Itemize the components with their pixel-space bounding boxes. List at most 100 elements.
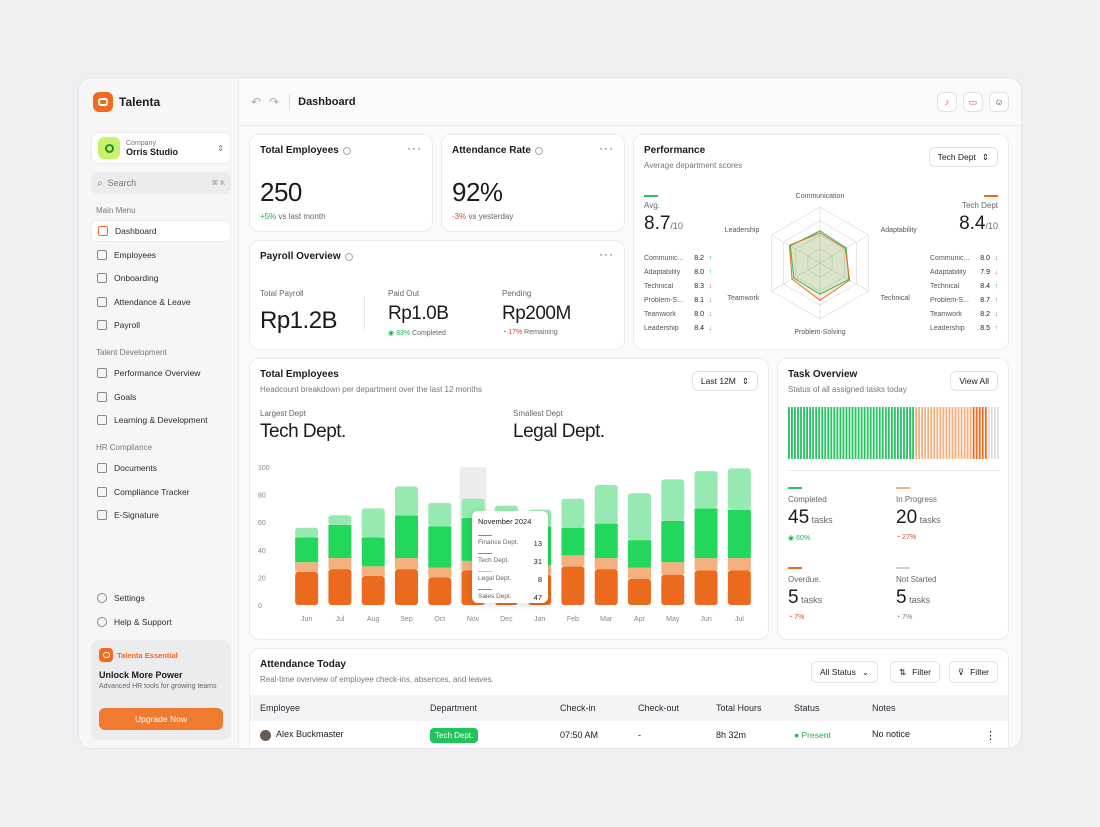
info-icon[interactable] [342,146,351,155]
bar-segment[interactable] [661,479,685,521]
bar-segment[interactable] [328,524,352,559]
bar-segment[interactable] [361,576,385,605]
bar-segment[interactable] [694,558,718,571]
user-profile-icon[interactable]: ☺ [989,92,1009,112]
sidebar-item-performance[interactable]: Performance Overview [91,362,231,384]
bar-segment[interactable] [561,555,585,567]
undo-icon[interactable]: ↶ [251,94,262,109]
view-all-button[interactable]: View All [950,371,998,391]
redo-icon[interactable]: ↷ [269,94,280,109]
sidebar-item-esignature[interactable]: E-Signature [91,504,231,526]
sidebar-item-goals[interactable]: Goals [91,386,231,408]
info-icon[interactable] [344,252,353,261]
col-status[interactable]: Status [794,695,872,721]
sidebar-item-dashboard[interactable]: Dashboard [91,220,231,242]
message-icon[interactable]: ▭ [963,92,983,112]
radar-dept-series [788,232,851,301]
col-checkout[interactable]: Check-out [638,695,716,721]
info-icon[interactable] [534,146,543,155]
bar-segment[interactable] [661,562,685,575]
sidebar-item-settings[interactable]: Settings [91,587,231,609]
filter-button[interactable]: ⊽ Filter [948,661,998,683]
bar-segment[interactable] [594,569,618,605]
table-row[interactable]: Alex Buckmaster Tech Dept. 07:50 AM - 8h… [250,721,1008,748]
sidebar-item-onboarding[interactable]: Onboarding [91,267,231,289]
bar-segment[interactable] [727,468,751,510]
sidebar-item-help[interactable]: Help & Support [91,611,231,633]
bar-segment[interactable] [594,484,618,524]
upgrade-button[interactable]: Upgrade Now [99,708,223,730]
brand[interactable]: Talenta [93,92,160,112]
bar-segment[interactable] [295,527,319,538]
bar-segment[interactable] [727,570,751,606]
more-options-icon[interactable]: ··· [599,141,614,155]
col-total-hours[interactable]: Total Hours [716,695,794,721]
bar-segment[interactable] [428,526,452,568]
card-title: Total Employees [260,145,351,156]
col-employee[interactable]: Employee [250,695,430,721]
bar-segment[interactable] [727,509,751,559]
more-options-icon[interactable]: ··· [599,247,614,261]
avg-score-row: Leadership 8.4 ↓ [644,324,712,332]
bar-segment[interactable] [727,558,751,571]
row-menu-icon[interactable]: ⋮ [985,729,996,742]
sidebar-item-payroll[interactable]: Payroll [91,314,231,336]
bar-segment[interactable] [361,566,385,577]
bar-segment[interactable] [328,569,352,605]
bar-segment[interactable] [594,558,618,570]
sidebar-item-documents[interactable]: Documents [91,457,231,479]
bar-segment[interactable] [694,570,718,606]
task-bar-stripe [993,407,996,459]
col-checkin[interactable]: Check-in [560,695,638,721]
sidebar-item-compliance[interactable]: Compliance Tracker [91,481,231,503]
sidebar-item-employees[interactable]: Employees [91,244,231,266]
bar-segment[interactable] [661,574,685,605]
dollar-icon [97,320,107,330]
bar-segment[interactable] [395,486,418,516]
bar-segment[interactable] [428,502,452,527]
avg-label: Avg. [644,201,660,210]
tooltip-title: November 2024 [478,517,532,526]
task-stat-label: Completed [788,495,827,504]
mail-check-icon [97,486,107,497]
bar-segment[interactable] [361,508,385,538]
sort-filter-button[interactable]: ⇅ Filter [889,661,940,683]
bar-segment[interactable] [694,508,718,559]
bar-segment[interactable] [628,493,651,541]
bar-segment[interactable] [628,567,651,579]
sidebar-item-learning[interactable]: Learning & Development [91,409,231,431]
task-bar-stripe [963,407,966,459]
bar-segment[interactable] [395,558,418,570]
bar-segment[interactable] [694,471,718,509]
bar-segment[interactable] [295,571,319,605]
bar-segment[interactable] [561,527,585,556]
bar-segment[interactable] [395,569,418,605]
col-notes[interactable]: Notes [872,695,1008,721]
search-input[interactable]: ⌕ Search ⌘ K [91,172,231,194]
notification-bell-icon[interactable]: ♪ [937,92,957,112]
bar-segment[interactable] [295,562,319,572]
company-switcher[interactable]: Company Orris Studio ⇕ [91,132,231,164]
task-bar-stripe [981,407,984,459]
more-options-icon[interactable]: ··· [407,141,422,155]
bar-segment[interactable] [561,566,585,605]
bar-segment[interactable] [395,515,418,559]
bar-segment[interactable] [328,515,352,525]
bar-segment[interactable] [628,578,651,605]
col-department[interactable]: Department [430,695,560,721]
bar-segment[interactable] [661,520,685,563]
dept-legend-line [984,195,998,197]
bar-segment[interactable] [428,567,452,578]
bar-segment[interactable] [328,558,352,570]
bar-segment[interactable] [594,523,618,559]
bar-segment[interactable] [361,537,385,567]
bar-segment[interactable] [428,577,452,605]
status-select[interactable]: All Status ⌄ [810,661,878,683]
bar-segment[interactable] [628,540,651,568]
sidebar-item-attendance[interactable]: Attendance & Leave [91,291,231,313]
range-select[interactable]: Last 12M ⇕ [691,371,758,391]
bar-segment[interactable] [561,498,585,528]
dept-select[interactable]: Tech Dept ⇕ [928,147,998,167]
bar-segment[interactable] [295,537,319,563]
attendance-rate-card: Attendance Rate ··· 92% -3% vs yesterday [441,134,625,232]
